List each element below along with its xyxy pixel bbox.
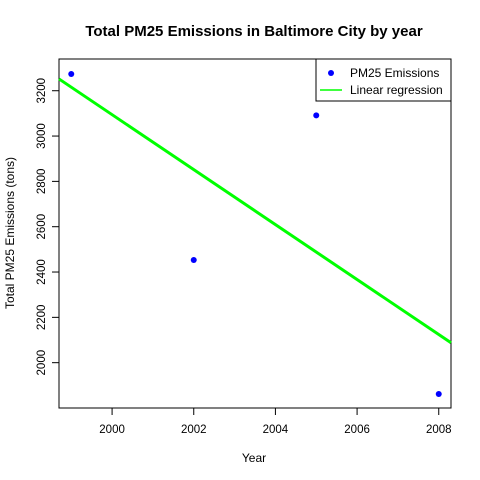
y-axis-label: Total PM25 Emissions (tons) (3, 157, 17, 309)
legend-label-0: PM25 Emissions (350, 66, 439, 80)
x-tick-label-2004: 2004 (263, 424, 289, 436)
x-tick-label-2006: 2006 (344, 424, 370, 436)
legend-label-1: Linear regression (350, 83, 443, 97)
y-tick-label-2400: 2400 (36, 259, 48, 285)
y-tick-label-2800: 2800 (36, 169, 48, 195)
y-axis: 2000 2200 2400 2600 2800 3000 3200 (36, 78, 59, 376)
regression-line (58, 77, 452, 344)
plot-frame (58, 58, 452, 409)
data-point-2002 (190, 257, 197, 264)
y-tick-label-3200: 3200 (36, 78, 48, 104)
y-tick-label-2200: 2200 (36, 305, 48, 331)
x-tick-label-2008: 2008 (426, 424, 452, 436)
data-point-2008 (435, 390, 442, 397)
legend-box (315, 58, 452, 102)
data-point-1999 (68, 70, 75, 77)
x-tick-label-2000: 2000 (99, 424, 125, 436)
x-tick-label-2002: 2002 (181, 424, 207, 436)
y-tick-label-2000: 2000 (36, 350, 48, 376)
legend-point-swatch (328, 70, 334, 76)
legend: PM25 Emissions Linear regression (315, 58, 452, 102)
plot-area (58, 70, 452, 397)
chart-title: Total PM25 Emissions in Baltimore City b… (85, 23, 422, 40)
x-axis: 2000 2002 2004 2006 2008 (99, 408, 452, 436)
y-tick-label-3000: 3000 (36, 123, 48, 149)
x-axis-label: Year (242, 451, 266, 465)
y-tick-label-2600: 2600 (36, 214, 48, 240)
data-point-2005 (313, 112, 320, 119)
